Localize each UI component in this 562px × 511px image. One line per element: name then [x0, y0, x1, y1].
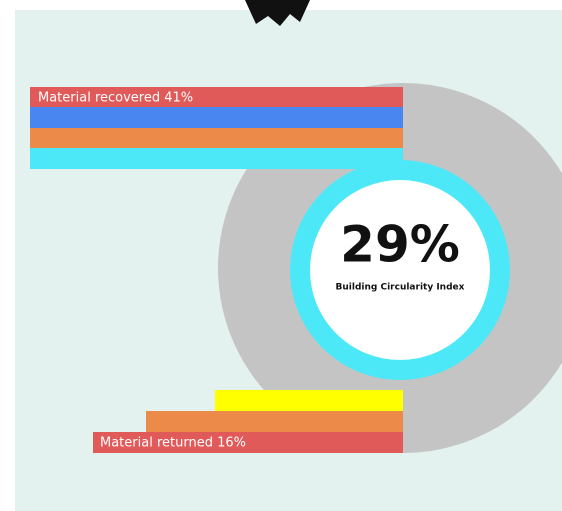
center-caption: Building Circularity Index	[336, 283, 465, 293]
bar-red-bottom	[93, 432, 403, 453]
center-disc	[310, 180, 490, 360]
bar-red	[30, 87, 403, 108]
bar-orange	[30, 128, 403, 149]
bottom-label: Material returned 16%	[100, 436, 246, 451]
bar-orange-bottom	[146, 411, 403, 432]
bar-cyan	[30, 148, 403, 169]
bar-blue	[30, 107, 403, 128]
decoration	[245, 0, 310, 26]
center-value: 29%	[340, 216, 460, 274]
bar-yellow	[215, 390, 403, 411]
top-label: Material recovered 41%	[38, 91, 193, 106]
